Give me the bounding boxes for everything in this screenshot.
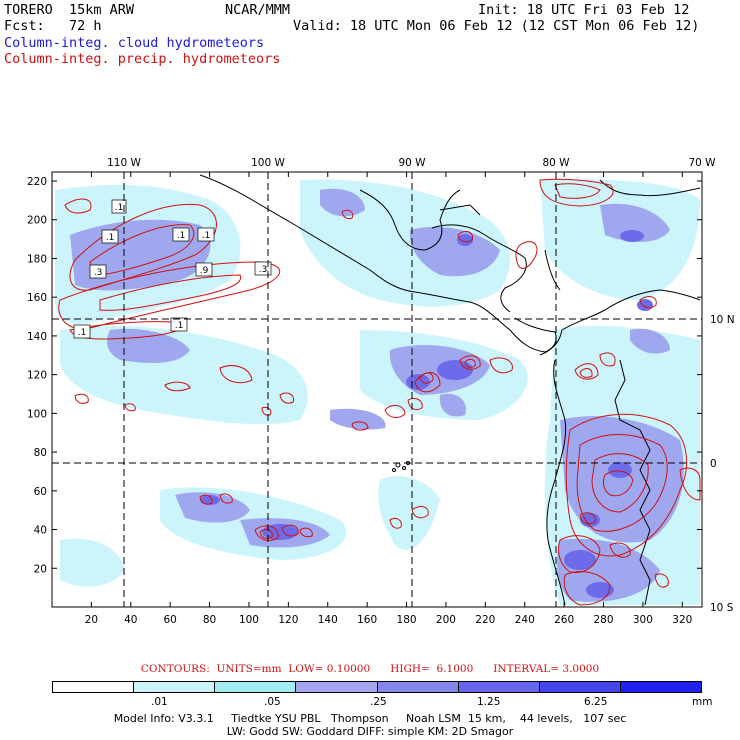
model-info-line1: Model Info: V3.3.1 Tiedtke YSU PBL Thomp… xyxy=(113,712,627,725)
axis-labels: 110 W 100 W 90 W 80 W 70 W 10 N 0 10 S xyxy=(107,157,734,614)
tick-marks xyxy=(52,172,702,607)
model-label: TORERO 15km ARW xyxy=(4,2,135,18)
y-tick-label: 100 xyxy=(27,408,47,420)
lon-label-110w: 110 W xyxy=(107,157,141,169)
x-tick-label: 280 xyxy=(593,614,613,626)
precip-contours xyxy=(58,178,701,606)
precip-field-label: Column-integ. precip. hydrometeors xyxy=(4,51,281,67)
x-tick-label: 160 xyxy=(357,614,377,626)
color-scale-swatch xyxy=(377,682,459,692)
x-tick-label: 320 xyxy=(672,614,692,626)
plot-frame xyxy=(51,171,703,608)
color-scale-swatch xyxy=(134,682,216,692)
x-tick-label: 260 xyxy=(554,614,574,626)
lon-label-70w: 70 W xyxy=(688,157,716,169)
color-scale-swatch xyxy=(458,682,540,692)
lon-label-90w: 90 W xyxy=(398,157,426,169)
x-tick-label: 220 xyxy=(475,614,495,626)
color-scale-swatch xyxy=(215,682,297,692)
x-tick-label: 140 xyxy=(318,614,338,626)
cloud-field-label: Column-integ. cloud hydrometeors xyxy=(4,35,265,51)
x-tick-label: 20 xyxy=(85,614,98,626)
y-tick-labels: 220 200 180 160 140 120 100 80 60 40 20 xyxy=(27,176,47,575)
map-figure: .1 .1 .1 .1 .3 .9 .3 .1 .1 110 W 100 W 9… xyxy=(27,157,735,626)
contour-label: .1 xyxy=(115,203,124,213)
y-tick-label: 140 xyxy=(27,331,47,343)
scale-label: .05 xyxy=(264,696,281,708)
valid-time: Valid: 18 UTC Mon 06 Feb 12 (12 CST Mon … xyxy=(293,18,700,34)
x-tick-label: 80 xyxy=(203,614,216,626)
lat-label-0: 0 xyxy=(710,458,717,470)
y-tick-label: 80 xyxy=(34,447,47,459)
scale-unit: mm xyxy=(692,696,713,708)
contour-label: .1 xyxy=(177,231,186,241)
contour-label: .3 xyxy=(259,265,268,275)
scale-label: .25 xyxy=(370,696,387,708)
lon-label-100w: 100 W xyxy=(251,157,285,169)
lon-label-80w: 80 W xyxy=(542,157,570,169)
organization-label: NCAR/MMM xyxy=(225,2,291,18)
scale-label: 6.25 xyxy=(584,696,608,708)
color-scale-swatch xyxy=(296,682,378,692)
lat-label-10s: 10 S xyxy=(710,602,734,614)
color-scale-bar xyxy=(52,681,702,693)
x-tick-label: 240 xyxy=(515,614,535,626)
contour-label: .1 xyxy=(202,231,211,241)
y-tick-label: 200 xyxy=(27,215,47,227)
contour-label: .1 xyxy=(175,321,184,331)
color-scale-swatch xyxy=(539,682,621,692)
color-scale-swatch xyxy=(620,682,701,692)
forecast-hour: Fcst: 72 h xyxy=(4,18,102,34)
init-time: Init: 18 UTC Fri 03 Feb 12 xyxy=(478,2,690,18)
x-tick-label: 120 xyxy=(278,614,298,626)
x-tick-label: 300 xyxy=(633,614,653,626)
scale-label: .01 xyxy=(151,696,168,708)
y-tick-label: 180 xyxy=(27,253,47,265)
y-tick-label: 60 xyxy=(34,486,47,498)
y-tick-label: 40 xyxy=(34,525,47,537)
y-tick-label: 20 xyxy=(34,563,47,575)
lat-label-10n: 10 N xyxy=(710,314,735,326)
contour-label: .1 xyxy=(78,328,87,338)
x-tick-label: 60 xyxy=(163,614,176,626)
contour-label: .1 xyxy=(106,233,115,243)
color-scale-swatch xyxy=(53,682,135,692)
cloud-shading xyxy=(55,179,700,605)
model-info-line2: LW: Godd SW: Goddard DIFF: simple KM: 2D… xyxy=(226,725,514,738)
x-tick-label: 100 xyxy=(239,614,259,626)
lat-lon-grid xyxy=(52,172,702,607)
contour-label: .9 xyxy=(200,266,209,276)
y-tick-label: 160 xyxy=(27,292,47,304)
x-tick-label: 200 xyxy=(436,614,456,626)
y-tick-label: 220 xyxy=(27,176,47,188)
scale-label: 1.25 xyxy=(477,696,501,708)
x-tick-label: 180 xyxy=(397,614,417,626)
coastlines xyxy=(199,174,701,606)
contour-info: CONTOURS: UNITS=mm LOW= 0.10000 HIGH= 6.… xyxy=(140,663,600,675)
contour-label: .3 xyxy=(94,268,103,278)
x-tick-label: 40 xyxy=(124,614,137,626)
contour-value-labels: .1 .1 .1 .1 .3 .9 .3 .1 .1 xyxy=(73,199,272,339)
y-tick-label: 120 xyxy=(27,370,47,382)
x-tick-labels: 20 40 60 80 100 120 140 160 180 200 220 240 260 280 30… xyxy=(85,614,693,626)
